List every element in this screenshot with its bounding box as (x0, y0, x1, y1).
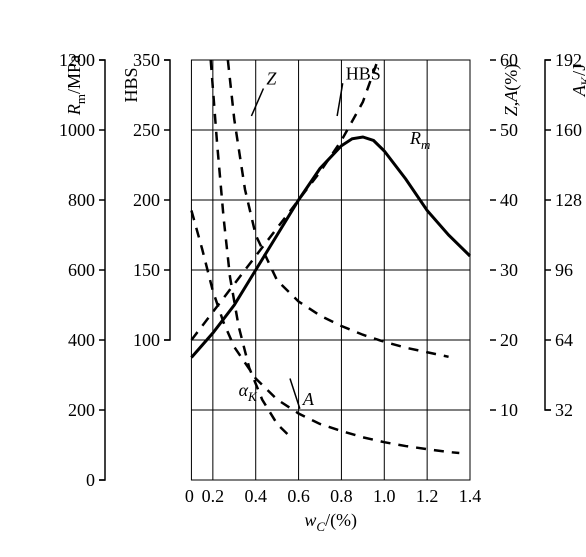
x-tick: 1.0 (373, 486, 396, 506)
y-tick: 50 (500, 120, 518, 140)
x-tick: 1.4 (459, 486, 482, 506)
y-tick: 64 (555, 330, 573, 350)
y-tick: 400 (68, 330, 95, 350)
y-tick: 40 (500, 190, 518, 210)
curve-label-HBS: HBS (346, 63, 381, 83)
y-tick: 20 (500, 330, 518, 350)
y-tick: 350 (133, 50, 160, 70)
y-tick: 600 (68, 260, 95, 280)
x-tick: 0.2 (202, 486, 225, 506)
x-tick: 0.8 (330, 486, 353, 506)
axis-title-hbs: HBS (121, 67, 141, 102)
y-tick: 150 (133, 260, 160, 280)
y-tick: 128 (555, 190, 582, 210)
y-tick: 96 (555, 260, 573, 280)
y-tick: 100 (133, 330, 160, 350)
y-tick: 30 (500, 260, 518, 280)
y-tick: 800 (68, 190, 95, 210)
x-tick: 0.4 (244, 486, 267, 506)
y-tick: 1000 (59, 120, 95, 140)
y-tick: 10 (500, 400, 518, 420)
y-tick: 0 (86, 470, 95, 490)
y-tick: 200 (133, 190, 160, 210)
origin-zero: 0 (185, 486, 194, 506)
x-tick: 1.2 (416, 486, 439, 506)
y-tick: 32 (555, 400, 573, 420)
curve-label-A: A (302, 389, 315, 409)
y-tick: 160 (555, 120, 582, 140)
x-tick: 0.6 (287, 486, 310, 506)
axis-title-za: Z,A(%) (501, 64, 522, 117)
y-tick: 250 (133, 120, 160, 140)
curve-label-Z: Z (266, 69, 277, 89)
y-tick: 200 (68, 400, 95, 420)
